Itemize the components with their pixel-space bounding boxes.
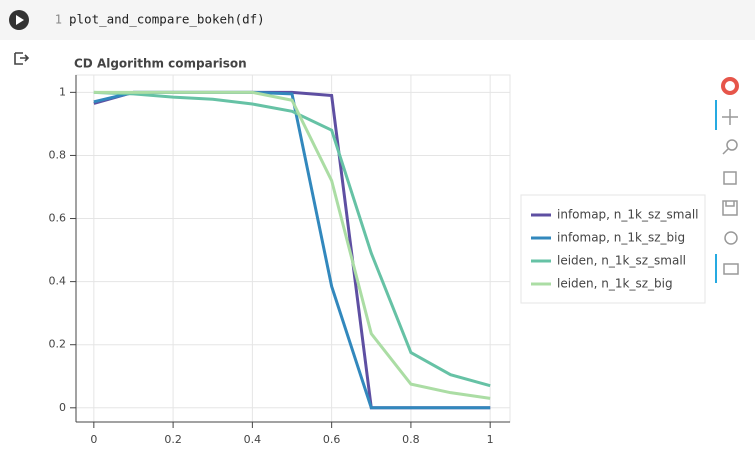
line — [93, 90, 491, 410]
line — [93, 90, 491, 410]
y-tick-label: 0.8 — [49, 148, 67, 161]
x-tick-label: 0 — [90, 433, 97, 446]
x-tick-label: 0.2 — [164, 433, 182, 446]
y-tick-label: 0.4 — [49, 275, 67, 288]
legend-label: leiden, n_1k_sz_big — [557, 277, 673, 291]
x-tick-label: 0.4 — [244, 433, 262, 446]
x-tick-label: 0.8 — [402, 433, 420, 446]
y-tick-label: 1 — [59, 85, 66, 98]
legend — [520, 194, 706, 304]
save-tool[interactable] — [722, 200, 738, 216]
y-tick-label: 0 — [59, 401, 66, 414]
legend-label: infomap, n_1k_sz_small — [557, 208, 699, 222]
x-tick-label: 1 — [487, 433, 494, 446]
wheel-tool[interactable] — [723, 171, 737, 185]
code-cell — [0, 0, 755, 40]
zoom-handle — [722, 148, 729, 155]
hover-tool[interactable] — [723, 263, 739, 275]
y-tick-label: 0.6 — [49, 212, 67, 225]
legend-label: leiden, n_1k_sz_small — [557, 254, 686, 268]
output-icon[interactable] — [14, 52, 30, 65]
cell-number: 1 — [55, 13, 62, 27]
x-tick-label: 0.6 — [323, 433, 341, 446]
y-tick-label: 0.2 — [49, 338, 67, 351]
zoom-tool[interactable] — [726, 139, 738, 151]
code: plot_and_compare_bokeh(df) — [69, 12, 265, 27]
bokeh-logo[interactable] — [721, 77, 739, 95]
legend-label: infomap, n_1k_sz_big — [557, 231, 685, 245]
line — [93, 90, 491, 400]
run-icon — [16, 15, 24, 25]
chart-title: CD Algorithm comparison — [74, 57, 247, 71]
reset-tool[interactable] — [724, 231, 738, 245]
toolbar — [715, 77, 739, 283]
pan-tool[interactable] — [722, 109, 738, 125]
line — [93, 90, 491, 388]
